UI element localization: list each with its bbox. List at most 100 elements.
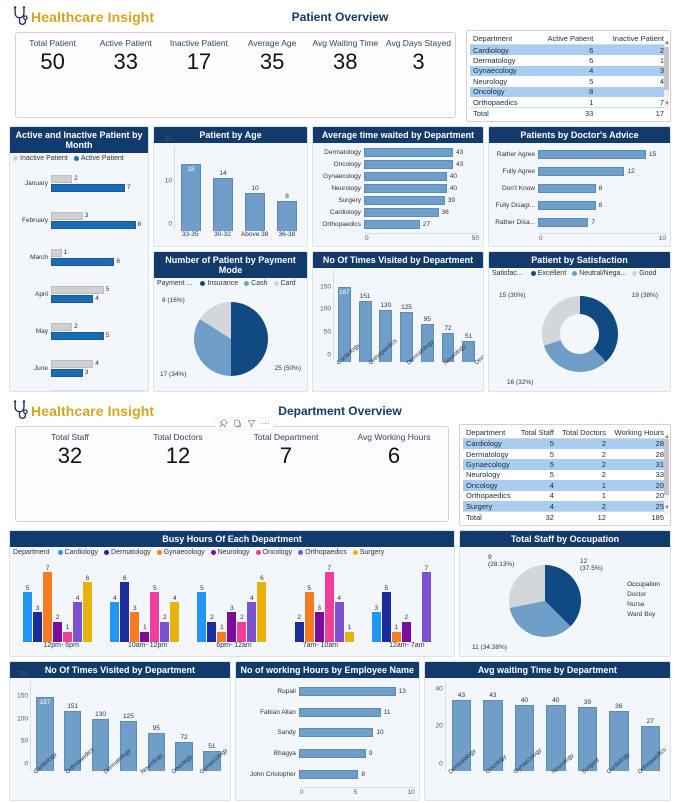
bar-orthopaedics[interactable]: 27 xyxy=(635,681,666,771)
bar-cardiology[interactable]: 4 xyxy=(110,559,120,642)
bar-33-35[interactable]: 18 xyxy=(175,146,207,231)
bar-oncology[interactable]: 95 xyxy=(417,271,438,362)
month-group[interactable]: June 4 3 xyxy=(14,359,144,378)
bar-oncology[interactable]: 7 xyxy=(324,559,334,642)
group-7am-10am[interactable]: 2 5 3 7 4 1 xyxy=(285,559,354,642)
bar-fabian-allan[interactable]: Fabian Allan 11 xyxy=(240,707,415,717)
bar-rather-agree[interactable]: Rather Agree 15 xyxy=(493,149,666,159)
bar-gynaecology[interactable]: 3 xyxy=(130,559,140,642)
legend-item-good[interactable]: Good xyxy=(632,270,656,277)
bar-surgery[interactable]: 1 xyxy=(344,559,354,642)
scroll-up-icon[interactable]: ▲ xyxy=(664,433,670,440)
bar-active-patient[interactable]: 5 xyxy=(51,331,144,340)
column-header[interactable]: Department xyxy=(470,33,533,45)
bar-gynaecology[interactable]: 40 xyxy=(509,681,540,771)
column-header[interactable]: Active Patient xyxy=(532,33,597,45)
bar-fully-agree[interactable]: Fully Agree 12 xyxy=(493,166,666,176)
legend-item-nurse[interactable]: Nurse xyxy=(627,601,660,608)
bar-dermatology[interactable]: 6 xyxy=(120,559,130,642)
column-header[interactable]: Working Hours xyxy=(608,426,667,439)
copy-icon[interactable] xyxy=(233,419,242,428)
chart-legend[interactable]: Inactive Patient Active Patient xyxy=(10,153,148,162)
bar-36-38[interactable]: 8 xyxy=(271,146,303,231)
bar-dermatology[interactable]: 5 xyxy=(381,559,391,642)
chart-legend[interactable]: Department Cardiology Dermatology Gynaecolo… xyxy=(10,547,454,556)
table-row[interactable]: Oncology 8 xyxy=(470,86,667,97)
more-icon[interactable]: ··· xyxy=(260,418,270,429)
bar-gynaecology[interactable]: 72 xyxy=(438,271,459,362)
table-row[interactable]: Cardiology 5 2 28 xyxy=(463,438,667,449)
legend-item-surgery[interactable]: Surgery xyxy=(352,549,384,556)
table-scrollbar[interactable] xyxy=(664,41,669,111)
column-header[interactable]: Department xyxy=(463,426,516,439)
chart-avg-time-waited[interactable]: Average time waited by Department Dermat… xyxy=(312,125,484,247)
table-row[interactable]: Oncology 4 1 20 xyxy=(463,480,667,491)
bar-neurology[interactable]: 3 xyxy=(314,559,324,642)
bar-above-38[interactable]: 10 xyxy=(239,146,271,231)
column-header[interactable]: Total Staff xyxy=(515,426,557,439)
chart-times-visited-bottom[interactable]: No Of Times Visited by Department 0 50 100… xyxy=(9,660,231,801)
table-row[interactable]: Cardiology 6 2 xyxy=(470,44,667,56)
bar-orthopaedics[interactable]: 4 xyxy=(334,559,344,642)
pin-icon[interactable] xyxy=(219,418,228,428)
chart-working-hours-employee[interactable]: No of working Hours by Employee Name Rup… xyxy=(234,660,420,801)
pie-slices[interactable] xyxy=(193,302,268,377)
bar-surgery[interactable]: 6 xyxy=(257,559,267,642)
bar-orthopaedics[interactable]: 151 xyxy=(355,271,376,362)
occupation-legend[interactable]: Occupation Doctor Nurse Ward Boy xyxy=(627,581,660,621)
bar-john-cristopher[interactable]: John Cristopher 8 xyxy=(240,769,415,779)
legend-item-cash[interactable]: Cash xyxy=(244,280,268,287)
bar-inactive-patient[interactable]: 2 xyxy=(51,322,144,331)
legend-item-card[interactable]: Card xyxy=(273,280,296,287)
table-row[interactable]: Gynaecology 4 3 xyxy=(470,65,667,77)
month-group[interactable]: February 3 8 xyxy=(14,211,144,230)
legend-item-insurance[interactable]: Insurance xyxy=(200,280,238,287)
bar-cardiology[interactable]: 5 xyxy=(23,559,33,642)
month-group[interactable]: March 1 6 xyxy=(14,248,144,267)
bar-cardiology[interactable]: 36 xyxy=(603,681,634,771)
bar-inactive-patient[interactable]: 1 xyxy=(51,248,144,257)
month-group[interactable]: January 2 7 xyxy=(14,174,144,193)
bar-bhagya[interactable]: Bhagya 9 xyxy=(240,748,415,758)
bar-neurology[interactable]: 3 xyxy=(227,559,237,642)
scroll-up-icon[interactable]: ▲ xyxy=(664,40,670,46)
table-scrollbar[interactable] xyxy=(664,434,669,515)
table-row[interactable]: Dermatology 5 2 28 xyxy=(463,449,667,459)
bar-dermatology[interactable]: 43 xyxy=(446,681,477,771)
chart-patients-by-advice[interactable]: Patients by Doctor's Advice Rather Agree… xyxy=(488,125,671,247)
bar-inactive-patient[interactable]: 3 xyxy=(51,211,144,220)
bar-surgery[interactable]: 4 xyxy=(170,559,180,642)
legend-item-active-patient[interactable]: Active Patient xyxy=(73,155,124,162)
bar-orthopaedics[interactable]: 7 xyxy=(421,559,431,642)
chart-avg-waiting-bottom[interactable]: Avg waiting Time by Department 0 20 40 43 43… xyxy=(423,660,671,801)
bar-surgery[interactable]: 51 xyxy=(198,681,226,771)
bar-active-patient[interactable]: 8 xyxy=(51,220,144,229)
bar-gynaecology[interactable]: 7 xyxy=(43,559,53,642)
chart-patient-satisfaction[interactable]: Patient by Satisfaction Satisfac... Excel… xyxy=(488,250,671,392)
bar-neurology[interactable]: 1 xyxy=(140,559,150,642)
bar-inactive-patient[interactable]: 2 xyxy=(51,174,144,183)
bar-gynaecology[interactable]: 1 xyxy=(391,559,401,642)
bar-dermatology[interactable]: 130 xyxy=(375,271,396,362)
bar-cardiology[interactable]: 187 xyxy=(31,681,59,771)
column-header[interactable]: Total Doctors xyxy=(556,426,609,439)
bar-orthopaedics[interactable]: 151 xyxy=(59,681,87,771)
bar-inactive-patient[interactable]: 4 xyxy=(51,359,144,368)
table-row[interactable]: Neurology 5 4 xyxy=(470,76,667,86)
pie-slices[interactable] xyxy=(509,565,581,638)
chart-times-visited-top[interactable]: No Of Times Visited by Department 0 50 100… xyxy=(312,250,484,392)
bar-oncology[interactable]: 43 xyxy=(477,681,508,771)
bar-orthopaedics[interactable]: Orthopaedics 27 xyxy=(317,220,479,230)
legend-item-oncology[interactable]: Oncology xyxy=(255,549,292,556)
bar-surgery[interactable]: 51 xyxy=(458,271,479,362)
bar-surgery[interactable]: 6 xyxy=(83,559,93,642)
bar-surgery[interactable]: 39 xyxy=(572,681,603,771)
bar-orthopaedics[interactable]: 2 xyxy=(160,559,170,642)
column-header[interactable]: Inactive Patient xyxy=(596,33,667,45)
bar-neurology[interactable]: 2 xyxy=(53,559,63,642)
table-row[interactable]: Orthopaedics 1 7 xyxy=(470,97,667,108)
bar-neurology[interactable]: 2 xyxy=(401,559,411,642)
group-10am-12pm[interactable]: 4 6 3 1 5 2 4 xyxy=(110,559,180,642)
bar-dermatology[interactable]: 3 xyxy=(33,559,43,642)
